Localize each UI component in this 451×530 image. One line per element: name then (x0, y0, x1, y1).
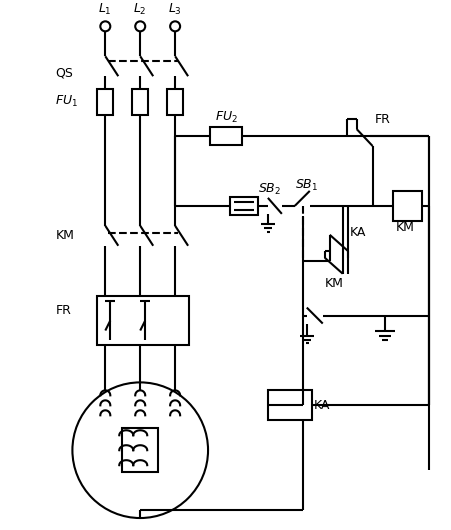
Text: $L_1$: $L_1$ (98, 2, 112, 17)
Text: $SB_2$: $SB_2$ (258, 182, 281, 198)
Bar (97, 296, 189, 346)
Text: $FU_1$: $FU_1$ (55, 94, 78, 109)
Text: $L_3$: $L_3$ (168, 2, 182, 17)
Text: $L_2$: $L_2$ (133, 2, 147, 17)
Text: $SB_1$: $SB_1$ (295, 179, 318, 193)
Text: KM: KM (325, 277, 344, 290)
Text: QS: QS (55, 67, 74, 80)
Bar (210, 127, 242, 145)
Circle shape (100, 21, 110, 31)
Text: $FU_2$: $FU_2$ (215, 110, 238, 125)
Bar (132, 89, 148, 115)
Bar (230, 197, 258, 215)
Bar (122, 428, 158, 472)
Text: KA: KA (314, 399, 330, 412)
Text: KA: KA (350, 226, 366, 239)
Bar (268, 391, 312, 420)
Circle shape (170, 21, 180, 31)
Text: FR: FR (375, 112, 391, 126)
Bar (392, 191, 423, 221)
Text: KM: KM (55, 229, 74, 242)
Text: KM: KM (396, 222, 414, 234)
Bar (167, 89, 183, 115)
Bar (97, 89, 113, 115)
Circle shape (73, 382, 208, 518)
Circle shape (135, 21, 145, 31)
Text: FR: FR (55, 304, 71, 317)
